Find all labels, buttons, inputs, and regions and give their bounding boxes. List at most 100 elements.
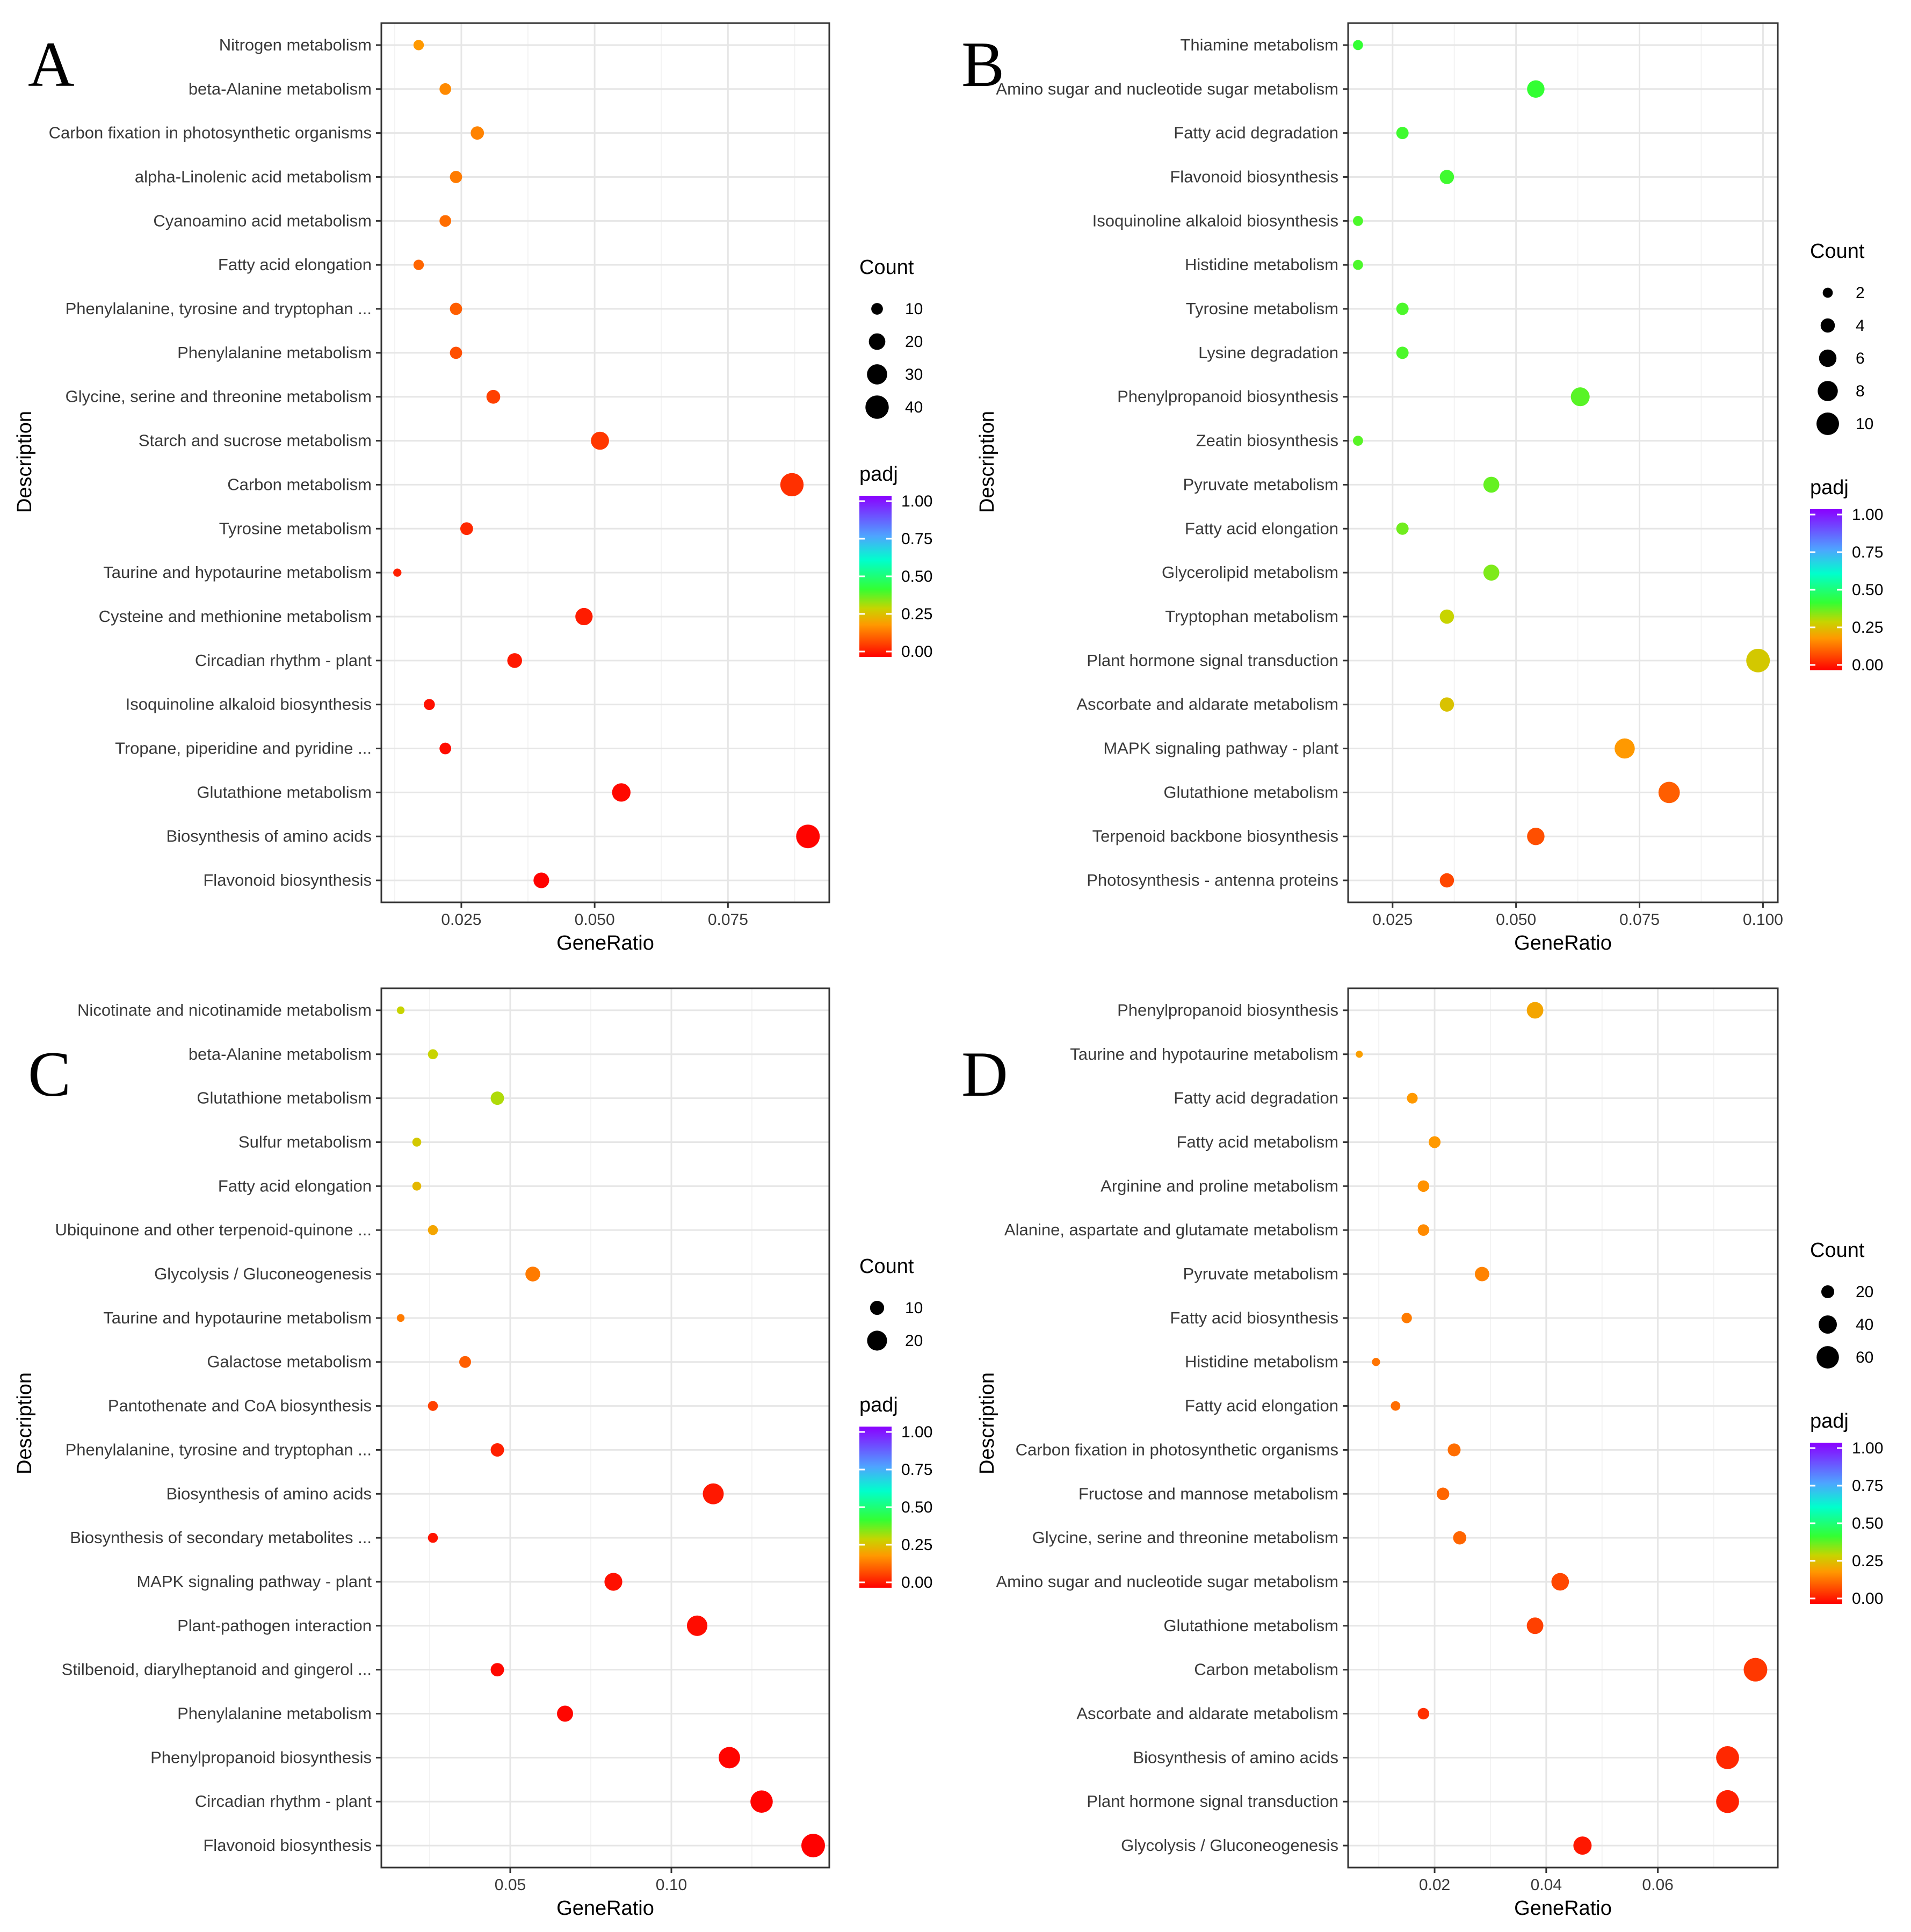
- category-label: Ubiquinone and other terpenoid-quinone .…: [55, 1220, 372, 1239]
- data-point: [703, 1483, 724, 1504]
- category-label: Cyanoamino acid metabolism: [153, 211, 372, 230]
- padj-legend-label: 0.50: [901, 1499, 932, 1516]
- data-point: [780, 473, 804, 497]
- category-label: Carbon metabolism: [1194, 1660, 1338, 1679]
- category-label: Fatty acid elongation: [218, 1176, 372, 1195]
- data-point: [1401, 1313, 1412, 1323]
- data-point: [439, 215, 452, 227]
- padj-legend-label: 1.00: [1852, 506, 1883, 524]
- data-point: [412, 1182, 422, 1191]
- count-legend-label: 10: [1856, 415, 1873, 433]
- category-label: Thiamine metabolism: [1180, 35, 1338, 54]
- count-legend-dot: [1816, 1346, 1839, 1369]
- category-label: Sulfur metabolism: [238, 1132, 372, 1151]
- category-label: Taurine and hypotaurine metabolism: [1070, 1045, 1338, 1063]
- data-point: [1527, 80, 1545, 98]
- data-point: [428, 1532, 438, 1543]
- x-axis-title: GeneRatio: [556, 932, 654, 954]
- padj-legend-label: 0.75: [901, 530, 932, 548]
- data-point: [1407, 1092, 1418, 1104]
- padj-legend-title: padj: [1810, 476, 1849, 499]
- panel-b: B Thiamine metabolism Amino sugar and nucl…: [961, 22, 1883, 954]
- count-legend-label: 10: [905, 1299, 923, 1317]
- count-legend-label: 40: [905, 399, 923, 416]
- data-point: [1353, 215, 1363, 226]
- data-point: [1615, 738, 1635, 759]
- padj-legend-label: 1.00: [901, 1423, 932, 1441]
- data-point: [1526, 1617, 1544, 1634]
- category-label: Biosynthesis of amino acids: [1133, 1748, 1338, 1767]
- x-tick-label: 0.04: [1531, 1876, 1562, 1894]
- category-label: beta-Alanine metabolism: [189, 79, 372, 98]
- data-point: [557, 1705, 573, 1722]
- category-label: beta-Alanine metabolism: [189, 1045, 372, 1063]
- panel-letter: C: [28, 1038, 71, 1110]
- data-point: [1353, 40, 1363, 50]
- padj-legend-label: 0.00: [901, 1574, 932, 1591]
- plot-area: [1348, 23, 1778, 902]
- category-label: Carbon metabolism: [227, 475, 372, 494]
- data-point: [490, 1091, 504, 1105]
- category-label: Fatty acid biosynthesis: [1170, 1308, 1338, 1327]
- data-point: [1417, 1707, 1430, 1720]
- x-tick-label: 0.050: [1496, 911, 1536, 929]
- count-legend-label: 2: [1856, 284, 1865, 302]
- count-legend-title: Count: [859, 256, 914, 279]
- x-tick-label: 0.075: [1619, 911, 1660, 929]
- count-legend-label: 6: [1856, 350, 1865, 367]
- category-label: Pyruvate metabolism: [1183, 1264, 1338, 1283]
- category-label: Glutathione metabolism: [1163, 1616, 1338, 1635]
- count-legend: Count 2 4 6 8 10: [1810, 240, 1873, 435]
- data-point: [1527, 827, 1545, 845]
- category-label: Glutathione metabolism: [1163, 783, 1338, 801]
- data-point: [1573, 1836, 1592, 1855]
- count-legend-dot: [1818, 381, 1838, 401]
- category-label: Plant-pathogen interaction: [177, 1616, 372, 1635]
- count-legend-title: Count: [1810, 1239, 1865, 1262]
- data-point: [1716, 1746, 1739, 1769]
- x-tick-label: 0.02: [1419, 1876, 1450, 1894]
- count-legend-label: 8: [1856, 382, 1865, 400]
- data-point: [604, 1573, 622, 1591]
- data-point: [1372, 1358, 1380, 1366]
- data-point: [801, 1834, 825, 1858]
- data-point: [439, 83, 452, 95]
- data-point: [470, 126, 484, 140]
- category-label: Histidine metabolism: [1185, 1352, 1338, 1371]
- panel-letter: A: [28, 28, 75, 100]
- category-label: Glycerolipid metabolism: [1162, 563, 1338, 582]
- x-tick-label: 0.050: [575, 911, 615, 929]
- panel-a: A Nitrogen metabolism beta-Alanine metabol…: [13, 22, 932, 954]
- padj-legend-label: 0.75: [1852, 544, 1883, 561]
- data-point: [450, 171, 462, 183]
- data-point: [796, 824, 820, 849]
- category-label: Glycolysis / Gluconeogenesis: [154, 1264, 372, 1283]
- category-label: Alanine, aspartate and glutamate metabol…: [1004, 1220, 1338, 1239]
- count-legend-dot: [867, 364, 887, 385]
- count-legend-dot: [870, 1300, 885, 1315]
- count-legend-label: 4: [1856, 317, 1865, 335]
- padj-legend-label: 0.75: [1852, 1477, 1883, 1495]
- category-label: Fatty acid degradation: [1174, 1089, 1338, 1108]
- data-point: [1436, 1487, 1450, 1500]
- category-label: Phenylalanine metabolism: [177, 343, 372, 362]
- category-label: Circadian rhythm - plant: [195, 1792, 372, 1811]
- category-label: Pantothenate and CoA biosynthesis: [108, 1396, 372, 1415]
- data-point: [591, 431, 609, 450]
- category-label: Tryptophan metabolism: [1165, 607, 1338, 626]
- data-point: [450, 346, 462, 359]
- plot-area: [381, 23, 829, 902]
- padj-legend-title: padj: [1810, 1410, 1849, 1432]
- data-point: [393, 568, 402, 577]
- category-label: Glycolysis / Gluconeogenesis: [1121, 1836, 1338, 1855]
- x-tick-label: 0.06: [1642, 1876, 1673, 1894]
- y-axis-title: Description: [13, 411, 36, 513]
- count-legend-label: 60: [1856, 1349, 1873, 1366]
- padj-legend-title: padj: [859, 463, 898, 486]
- y-axis-title: Description: [976, 1372, 998, 1474]
- category-label: Phenylpropanoid biosynthesis: [150, 1748, 372, 1767]
- data-point: [1396, 127, 1409, 140]
